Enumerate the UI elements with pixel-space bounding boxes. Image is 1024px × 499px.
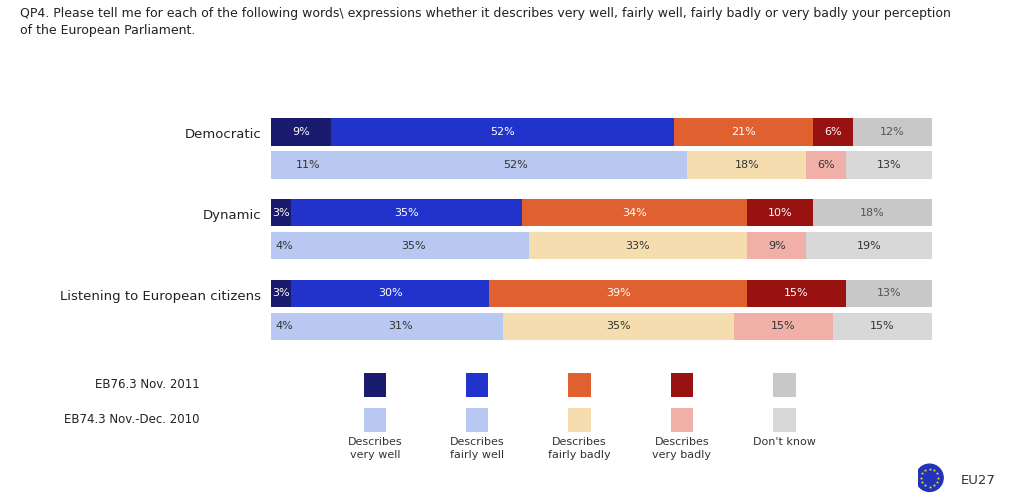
Text: QP4. Please tell me for each of the following words\ expressions whether it desc: QP4. Please tell me for each of the foll… [20,7,951,37]
Text: Democratic: Democratic [184,128,261,141]
Bar [298,232,529,259]
Text: 4%: 4% [275,241,294,250]
Bar [298,312,503,340]
Text: 3%: 3% [272,208,290,218]
Text: 4%: 4% [275,321,294,331]
Text: Dynamic: Dynamic [203,209,261,222]
Text: 13%: 13% [877,160,901,170]
Bar [846,151,932,179]
Text: 15%: 15% [771,321,796,331]
Text: 19%: 19% [857,241,882,250]
Bar [271,118,331,146]
Bar [833,312,932,340]
Bar [271,312,298,340]
FancyBboxPatch shape [466,408,488,432]
Bar [522,199,746,227]
Bar [806,151,846,179]
Text: 30%: 30% [378,288,402,298]
Text: 35%: 35% [394,208,419,218]
Text: 34%: 34% [623,208,647,218]
FancyBboxPatch shape [773,408,796,432]
Bar [271,151,344,179]
Text: Describes
fairly well: Describes fairly well [450,438,505,460]
Text: 18%: 18% [734,160,759,170]
Bar [529,232,746,259]
Bar [746,279,846,307]
Text: Describes
very well: Describes very well [347,438,402,460]
Bar [746,232,806,259]
Bar [733,312,833,340]
Text: 12%: 12% [880,127,904,137]
Bar [271,279,291,307]
Bar [687,151,806,179]
Text: 9%: 9% [768,241,785,250]
Text: 11%: 11% [295,160,319,170]
Bar [503,312,733,340]
FancyBboxPatch shape [671,408,693,432]
Bar [813,199,932,227]
Text: Listening to European citizens: Listening to European citizens [60,289,261,302]
Bar [291,279,489,307]
FancyBboxPatch shape [364,408,386,432]
Text: 33%: 33% [626,241,650,250]
Text: 3%: 3% [272,288,290,298]
Text: 35%: 35% [401,241,426,250]
Text: Describes
very badly: Describes very badly [652,438,712,460]
FancyBboxPatch shape [568,408,591,432]
Text: 15%: 15% [870,321,895,331]
Bar [674,118,813,146]
FancyBboxPatch shape [568,373,591,397]
Bar [489,279,746,307]
Text: 39%: 39% [606,288,631,298]
Bar [846,279,932,307]
Bar [813,118,853,146]
Bar [344,151,687,179]
Text: 18%: 18% [860,208,885,218]
Text: 52%: 52% [490,127,515,137]
Text: 9%: 9% [292,127,310,137]
Bar [271,199,291,227]
FancyBboxPatch shape [466,373,488,397]
Bar [291,199,522,227]
Bar [331,118,674,146]
Text: 6%: 6% [817,160,835,170]
FancyBboxPatch shape [773,373,796,397]
Text: Describes
fairly badly: Describes fairly badly [548,438,611,460]
Text: EU27: EU27 [961,474,995,487]
Text: EB74.3 Nov.-Dec. 2010: EB74.3 Nov.-Dec. 2010 [65,413,200,427]
Text: 31%: 31% [388,321,413,331]
Text: 21%: 21% [731,127,756,137]
Bar [806,232,932,259]
Text: EB76.3 Nov. 2011: EB76.3 Nov. 2011 [95,378,200,391]
Bar [853,118,932,146]
Text: 6%: 6% [824,127,842,137]
Bar [271,232,298,259]
FancyBboxPatch shape [671,373,693,397]
FancyBboxPatch shape [364,373,386,397]
Text: 52%: 52% [504,160,528,170]
Bar [746,199,813,227]
Text: 35%: 35% [606,321,631,331]
Text: 13%: 13% [877,288,901,298]
Text: 10%: 10% [768,208,793,218]
Text: 15%: 15% [784,288,809,298]
Circle shape [915,464,943,492]
Text: Don't know: Don't know [753,438,816,448]
